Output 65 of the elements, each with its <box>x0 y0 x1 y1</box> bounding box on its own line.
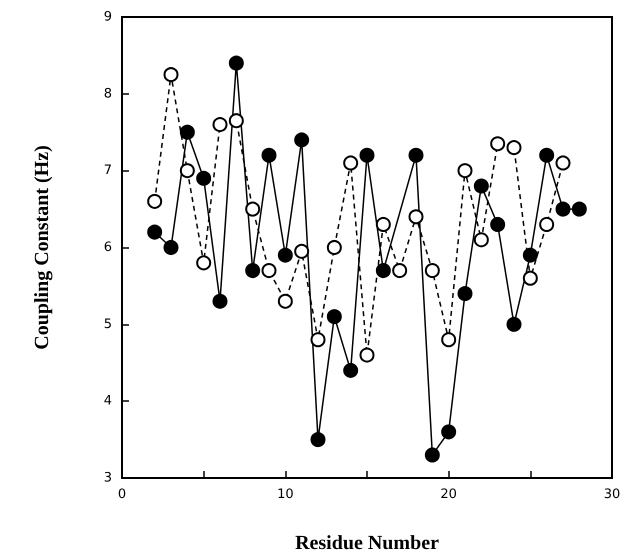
point <box>539 148 554 163</box>
point <box>196 170 212 186</box>
x-tick-label: 10 <box>277 487 294 502</box>
point <box>147 224 162 240</box>
point <box>458 163 472 178</box>
y-axis-title: Coupling Constant (Hz) <box>31 145 53 350</box>
y-tick-label: 7 <box>104 163 112 178</box>
point <box>164 67 178 82</box>
point <box>360 348 374 363</box>
y-tick-label: 8 <box>104 86 112 102</box>
point <box>294 244 310 259</box>
point <box>343 155 358 170</box>
point <box>556 202 570 217</box>
point <box>228 56 244 71</box>
point <box>490 216 506 232</box>
x-axis-title: Residue Number <box>295 532 440 554</box>
point <box>262 263 276 278</box>
y-tick-label: 5 <box>104 316 112 332</box>
point <box>522 270 538 286</box>
point <box>392 263 408 278</box>
point <box>441 332 456 348</box>
point <box>343 362 358 378</box>
point <box>326 309 342 324</box>
point <box>539 216 554 232</box>
point <box>506 316 522 332</box>
y-tick-label: 4 <box>104 394 112 409</box>
point <box>278 294 293 309</box>
x-tick-label: 30 <box>604 487 620 502</box>
point <box>490 136 506 152</box>
point <box>424 447 440 462</box>
point <box>245 202 260 217</box>
point <box>408 148 424 163</box>
x-tick-label: 0 <box>118 487 126 502</box>
point <box>326 240 342 255</box>
point <box>212 117 228 132</box>
point <box>262 148 276 163</box>
y-tick-label: 3 <box>104 470 112 486</box>
point <box>310 432 326 448</box>
point <box>278 248 293 263</box>
point <box>376 263 391 278</box>
point <box>572 202 587 217</box>
point <box>294 132 310 148</box>
point <box>180 124 195 140</box>
point <box>360 148 374 163</box>
y-tick-label: 9 <box>104 10 112 24</box>
point <box>424 263 440 278</box>
point <box>408 209 424 224</box>
point <box>522 248 538 263</box>
point <box>441 424 456 440</box>
point <box>228 113 244 128</box>
point <box>310 332 326 348</box>
point <box>458 286 472 302</box>
point <box>180 163 195 178</box>
point <box>506 140 522 156</box>
point <box>147 194 162 209</box>
point <box>474 232 489 248</box>
point <box>376 216 391 232</box>
point <box>212 294 228 309</box>
y-tick-label: 6 <box>104 240 112 255</box>
point <box>474 178 489 194</box>
point <box>556 155 570 170</box>
point <box>245 263 260 278</box>
point <box>196 255 212 270</box>
point <box>164 240 178 255</box>
x-tick-label: 20 <box>440 487 457 502</box>
